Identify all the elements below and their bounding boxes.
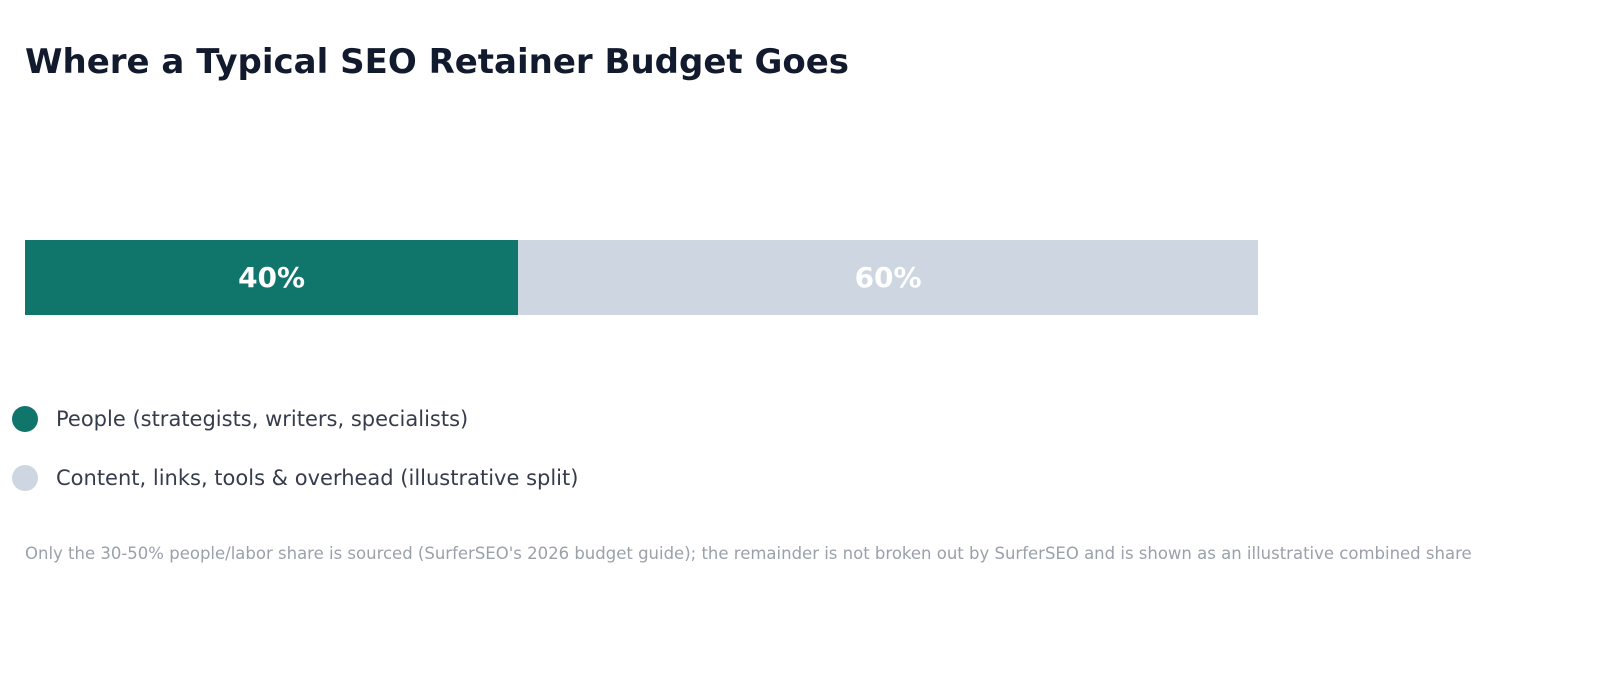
bar-segment-content-links-tools-label: 60%: [854, 261, 922, 294]
bar-segment-people-label: 40%: [238, 261, 306, 294]
legend-label-people: People (strategists, writers, specialist…: [56, 407, 469, 431]
legend-label-content-links-tools: Content, links, tools & overhead (illust…: [56, 466, 579, 490]
legend-item-content-links-tools: Content, links, tools & overhead (illust…: [12, 461, 578, 495]
chart-legend: People (strategists, writers, specialist…: [12, 402, 578, 520]
legend-marker-people: [12, 406, 38, 432]
legend-item-people: People (strategists, writers, specialist…: [12, 402, 578, 436]
chart-footnote: Only the 30-50% people/labor share is so…: [25, 544, 1472, 563]
stacked-bar: 40% 60%: [25, 240, 1258, 315]
chart-title: Where a Typical SEO Retainer Budget Goes: [25, 42, 850, 82]
legend-marker-content-links-tools: [12, 465, 38, 491]
bar-segment-content-links-tools: 60%: [518, 240, 1258, 315]
bar-segment-people: 40%: [25, 240, 519, 315]
